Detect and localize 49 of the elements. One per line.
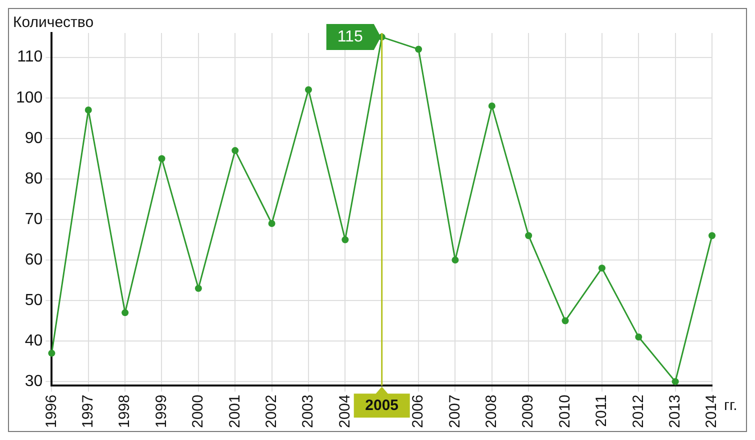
x-tick-label: 1996 [42,394,60,428]
point [48,350,56,357]
point [525,232,532,240]
x-tick-label: 1999 [152,394,170,428]
x-tick-label: 2002 [262,394,280,428]
point [194,284,202,292]
x-tick-label: 2005 [365,396,399,414]
x-tick-label: 2012 [630,394,647,428]
point [562,317,569,324]
point [672,378,679,386]
x-tick-label: 2011 [593,394,610,427]
x-tick-label: 2001 [226,394,244,428]
x-axis-title: гг. [724,396,738,414]
x-tick-label: 2000 [190,394,207,428]
x-tick-label: 1998 [116,394,134,428]
y-tick-label: 80 [24,170,43,188]
y-tick-label: 90 [24,130,43,147]
point [452,256,459,264]
x-tick-label: 2006 [410,394,427,428]
point [708,232,716,240]
point [122,309,129,316]
x-tick-label: 2007 [446,394,464,428]
x-tick-label: 2013 [666,394,684,428]
x-tick-label: 2008 [483,394,500,428]
x-tick-label: 2014 [703,394,720,428]
y-tick-label: 60 [24,251,43,268]
y-tick-label: 70 [24,210,43,228]
point [415,46,422,53]
x-tick-label: 1997 [80,394,97,428]
y-tick-label: 50 [24,292,43,309]
point [232,147,239,154]
point [342,236,349,244]
y-tick-label: 100 [16,89,43,106]
y-axis-title: Количество [13,14,94,32]
y-tick-label: 40 [24,332,43,350]
point [268,220,276,227]
y-tick-label: 30 [24,372,43,390]
x-tick-label: 2003 [300,394,317,428]
point [158,155,166,162]
x-tick-label: 2004 [336,394,354,428]
point [488,102,496,110]
y-tick-label: 110 [17,48,43,66]
x-tick-label: 2009 [520,394,537,428]
point [304,86,312,94]
point [84,106,92,114]
x-tick-label: 2010 [556,394,574,428]
point [598,264,606,272]
point [635,333,642,340]
annotation: 115 [337,28,363,46]
